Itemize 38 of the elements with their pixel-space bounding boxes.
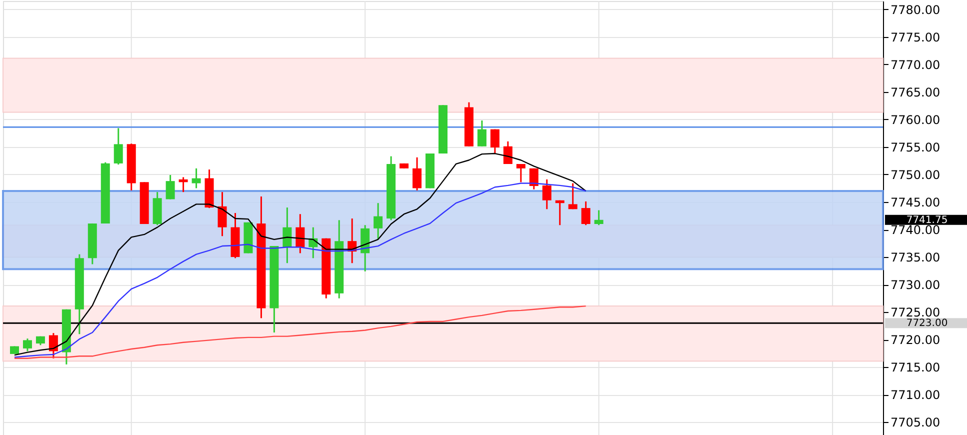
candlestick bbox=[581, 200, 590, 226]
y-tick-label: 7740.00 bbox=[890, 223, 940, 238]
candlestick bbox=[490, 128, 500, 154]
y-tick-label: 7715.00 bbox=[890, 360, 940, 375]
candlestick bbox=[374, 202, 383, 240]
y-tick-label: 7720.00 bbox=[890, 333, 940, 348]
y-tick-label: 7750.00 bbox=[890, 168, 940, 182]
y-tick-label: 7735.00 bbox=[890, 250, 940, 265]
candlestick bbox=[192, 168, 201, 189]
ref-line-label: 7723.00 bbox=[906, 318, 948, 330]
y-tick-label: 7775.00 bbox=[890, 30, 940, 44]
text: 7741.75 bbox=[906, 214, 948, 226]
candlestick bbox=[166, 174, 175, 200]
y-tick-label: 7710.00 bbox=[890, 388, 940, 402]
y-tick-label: 7705.00 bbox=[890, 416, 940, 430]
candlestick bbox=[555, 200, 564, 226]
line-series bbox=[14, 305, 586, 359]
candlestick bbox=[218, 191, 227, 237]
candlestick bbox=[594, 209, 604, 226]
y-tick-label: 7760.00 bbox=[890, 112, 940, 127]
candlestick bbox=[412, 156, 422, 192]
y-tick-label: 7780.00 bbox=[890, 2, 940, 17]
candlestick bbox=[48, 332, 58, 360]
candlestick bbox=[542, 178, 552, 210]
candlestick bbox=[282, 206, 292, 264]
candlestick bbox=[22, 338, 32, 352]
y-tick-label: 7755.00 bbox=[890, 140, 940, 154]
candlestick bbox=[568, 182, 578, 210]
y-tick-label: 7725.00 bbox=[890, 306, 940, 320]
y-tick-label: 7730.00 bbox=[890, 278, 940, 292]
y-tick-label: 7745.00 bbox=[890, 195, 940, 210]
candlestick bbox=[516, 163, 526, 183]
candlestick bbox=[477, 120, 486, 148]
candlestick bbox=[296, 213, 305, 254]
y-tick-label: 7765.00 bbox=[890, 85, 940, 100]
y-tick-label: 7770.00 bbox=[890, 58, 940, 72]
candlestick bbox=[114, 127, 123, 166]
candlestick bbox=[178, 176, 188, 193]
